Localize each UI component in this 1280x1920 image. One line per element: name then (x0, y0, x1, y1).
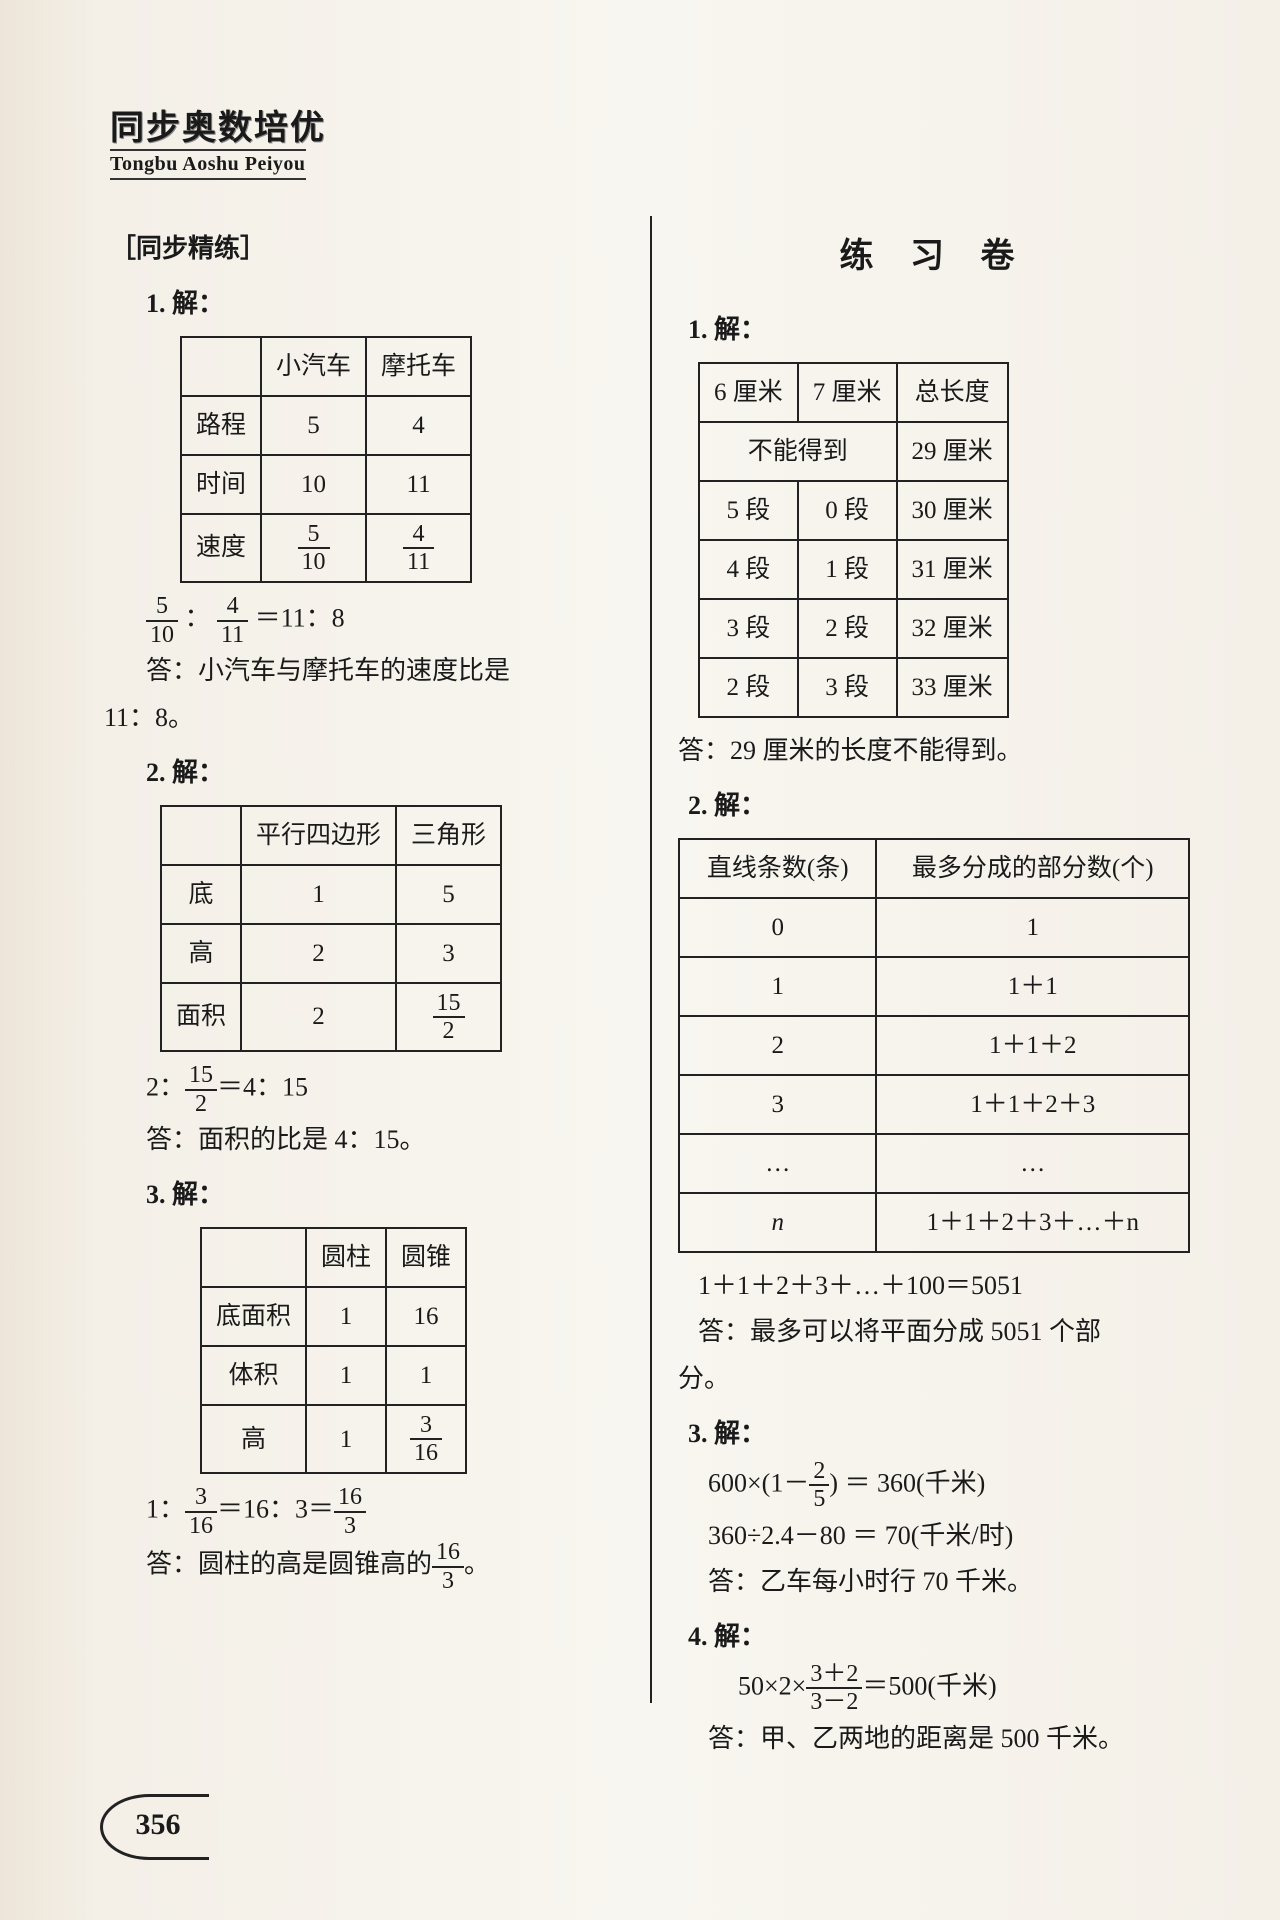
page-number: 356 (100, 1794, 213, 1860)
left-column: ［同步精练］ 1. 解： 小汽车 摩托车 路程 5 4 时间 10 11 (110, 216, 650, 1763)
q1-answer: 答：小汽车与摩托车的速度比是 (146, 648, 622, 695)
rq2-answer: 答：最多可以将平面分成 5051 个部 (698, 1309, 1190, 1356)
table-row: 面积 2 152 (161, 983, 501, 1052)
table-row: 高 1 316 (201, 1405, 466, 1474)
table-row: 3 段2 段32 厘米 (699, 599, 1008, 658)
q3-table: 圆柱 圆锥 底面积 1 16 体积 1 1 高 1 316 (200, 1227, 467, 1475)
table-row: 11＋1 (679, 957, 1189, 1016)
column-divider (650, 216, 652, 1703)
rq4-answer: 答：甲、乙两地的距离是 500 千米。 (708, 1716, 1190, 1763)
table-row: 底面积 1 16 (201, 1287, 466, 1346)
page: 同步奥数培优 Tongbu Aoshu Peiyou ［同步精练］ 1. 解： … (0, 0, 1280, 1920)
rq2-table: 直线条数(条) 最多分成的部分数(个) 01 11＋1 21＋1＋2 31＋1＋… (678, 838, 1190, 1253)
table-row: 小汽车 摩托车 (181, 337, 471, 396)
table-row: 31＋1＋2＋3 (679, 1075, 1189, 1134)
table-row: 6 厘米 7 厘米 总长度 (699, 363, 1008, 422)
table-row: 体积 1 1 (201, 1346, 466, 1405)
q1-equation: 510 ： 411 ＝11：8 (146, 593, 622, 648)
q3-equation: 1：316＝16：3＝163 (146, 1484, 622, 1539)
table-row: n1＋1＋2＋3＋…＋n (679, 1193, 1189, 1252)
table-row: 平行四边形 三角形 (161, 806, 501, 865)
rq1-label: 1. 解： (688, 307, 1190, 354)
right-column: 练 习 卷 1. 解： 6 厘米 7 厘米 总长度 不能得到 29 厘米 5 段… (650, 216, 1190, 1763)
rq3-line2: 360÷2.4－80 ＝ 70(千米/时) (708, 1513, 1190, 1560)
rq3-answer: 答：乙车每小时行 70 千米。 (708, 1559, 1190, 1606)
q2-equation: 2：152＝4：15 (146, 1062, 622, 1117)
table-row: 5 段0 段30 厘米 (699, 481, 1008, 540)
table-row: 时间 10 11 (181, 455, 471, 514)
table-row: 21＋1＋2 (679, 1016, 1189, 1075)
table-row: 圆柱 圆锥 (201, 1228, 466, 1287)
rq2-equation: 1＋1＋2＋3＋…＋100＝5051 (698, 1263, 1190, 1310)
two-column-body: ［同步精练］ 1. 解： 小汽车 摩托车 路程 5 4 时间 10 11 (110, 216, 1190, 1763)
book-subtitle: Tongbu Aoshu Peiyou (110, 149, 306, 180)
section-label: ［同步精练］ (110, 226, 622, 273)
q1-label: 1. 解： (146, 281, 622, 328)
q2-answer: 答：面积的比是 4：15。 (146, 1117, 622, 1164)
book-title: 同步奥数培优 (110, 100, 1190, 149)
q3-answer: 答：圆柱的高是圆锥高的163。 (146, 1539, 622, 1594)
page-header: 同步奥数培优 Tongbu Aoshu Peiyou (110, 100, 1190, 180)
table-row: 不能得到 29 厘米 (699, 422, 1008, 481)
rq4-label: 4. 解： (688, 1614, 1190, 1661)
table-row: 速度 510 411 (181, 514, 471, 583)
rq1-answer: 答：29 厘米的长度不能得到。 (678, 728, 1190, 775)
rq2-answer-cont: 分。 (678, 1356, 1190, 1403)
q1-answer-cont: 11：8。 (104, 695, 622, 742)
table-row: 底 1 5 (161, 865, 501, 924)
rq4-line: 50×2×3＋23－2＝500(千米) (738, 1661, 1190, 1716)
q2-label: 2. 解： (146, 750, 622, 797)
q3-label: 3. 解： (146, 1172, 622, 1219)
rq1-table: 6 厘米 7 厘米 总长度 不能得到 29 厘米 5 段0 段30 厘米 4 段… (698, 362, 1009, 718)
table-row: 路程 5 4 (181, 396, 471, 455)
q2-table: 平行四边形 三角形 底 1 5 高 2 3 面积 2 152 (160, 805, 502, 1053)
table-row: 01 (679, 898, 1189, 957)
table-row: 高 2 3 (161, 924, 501, 983)
rq3-line1: 600×(1－25) ＝ 360(千米) (708, 1458, 1190, 1513)
rq3-label: 3. 解： (688, 1411, 1190, 1458)
table-row: 2 段3 段33 厘米 (699, 658, 1008, 717)
q1-table: 小汽车 摩托车 路程 5 4 时间 10 11 速度 510 411 (180, 336, 472, 584)
practice-title: 练 习 卷 (678, 226, 1190, 287)
table-row: 4 段1 段31 厘米 (699, 540, 1008, 599)
table-row: 直线条数(条) 最多分成的部分数(个) (679, 839, 1189, 898)
table-row: …… (679, 1134, 1189, 1193)
rq2-label: 2. 解： (688, 783, 1190, 830)
